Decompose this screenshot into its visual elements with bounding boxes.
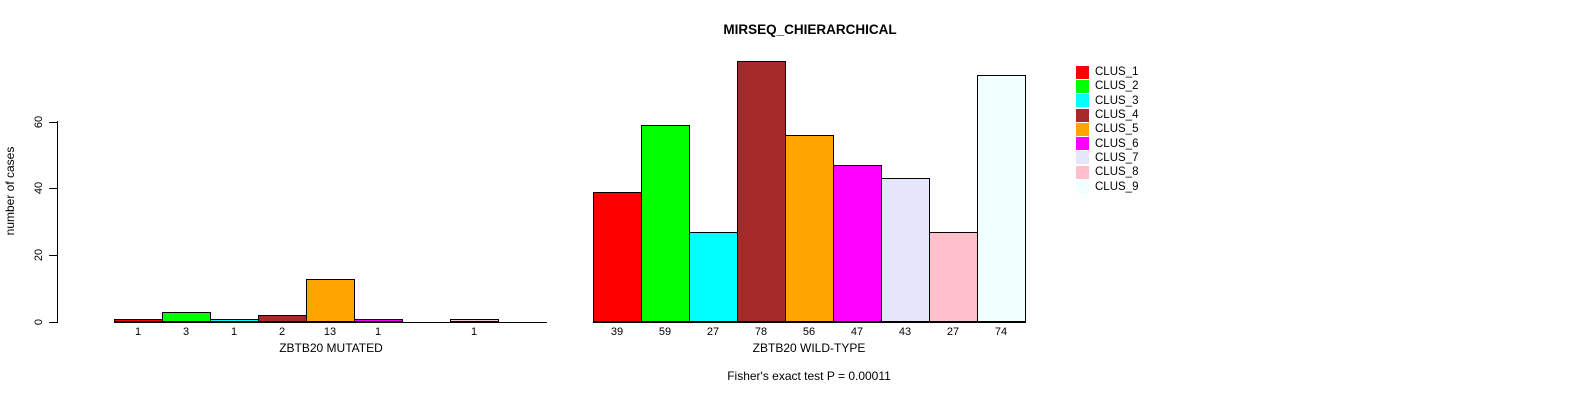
bar-value-label: 47 [850, 326, 864, 338]
legend-item: CLUS_3 [1076, 94, 1138, 108]
legend-label: CLUS_2 [1095, 80, 1139, 93]
x-axis-label-wildtype: ZBTB20 WILD-TYPE [752, 341, 866, 355]
legend-label: CLUS_8 [1095, 166, 1139, 179]
legend-label: CLUS_5 [1095, 123, 1139, 136]
legend-label: CLUS_4 [1095, 109, 1139, 122]
y-tick-mark [49, 188, 57, 190]
legend-item: CLUS_5 [1076, 122, 1138, 136]
legend-label: CLUS_1 [1095, 66, 1139, 79]
bar-clus_6 [833, 165, 882, 322]
bar-value-label: 2 [278, 326, 286, 338]
legend-swatch-clus_5 [1076, 122, 1089, 136]
legend-swatch-clus_4 [1076, 108, 1089, 122]
legend-swatch-clus_1 [1076, 65, 1089, 79]
bar-clus_9 [977, 75, 1026, 322]
legend-label: CLUS_9 [1095, 180, 1139, 193]
y-tick-label: 0 [33, 318, 45, 326]
legend-item: CLUS_9 [1076, 179, 1139, 194]
bar-value-label: 1 [470, 326, 478, 338]
y-tick-mark [49, 121, 57, 123]
x-axis-label-mutated: ZBTB20 MUTATED [279, 341, 383, 355]
legend-swatch-clus_6 [1076, 137, 1089, 151]
y-axis-line [57, 121, 58, 323]
bar-clus_4 [737, 61, 786, 322]
bar-clus_3 [689, 232, 738, 322]
bar-value-label: 56 [802, 326, 816, 338]
legend-swatch-clus_9 [1076, 180, 1089, 194]
legend-swatch-clus_3 [1076, 94, 1089, 108]
chart-title: MIRSEQ_CHIERARCHICAL [723, 22, 897, 37]
y-tick-label: 20 [33, 249, 45, 262]
y-axis-label: number of cases [3, 146, 17, 236]
legend-item: CLUS_1 [1076, 65, 1138, 79]
legend: CLUS_1 CLUS_2 CLUS_3 CLUS_4 CLUS_5 CLUS_6 CLUS… [1076, 65, 1138, 194]
y-tick-label: 60 [33, 115, 45, 128]
bar-value-label: 13 [323, 326, 337, 338]
bar-clus_8 [450, 319, 499, 322]
bar-value-label: 3 [182, 326, 190, 338]
legend-swatch-clus_7 [1076, 151, 1089, 165]
bar-clus_1 [593, 192, 642, 322]
legend-label: CLUS_7 [1095, 151, 1139, 164]
bar-value-label: 1 [374, 326, 382, 338]
bar-clus_1 [114, 319, 163, 322]
bar-clus_5 [306, 279, 355, 322]
bar-clus_5 [785, 135, 834, 322]
legend-item: CLUS_8 [1076, 165, 1138, 179]
x-axis-baseline [114, 322, 547, 323]
y-tick-label: 40 [33, 182, 45, 195]
bar-value-label: 59 [658, 326, 672, 338]
bar-clus_2 [641, 125, 690, 322]
bar-value-label: 74 [994, 326, 1008, 338]
bar-value-label: 1 [134, 326, 142, 338]
bar-value-label: 43 [898, 326, 912, 338]
bar-value-label: 1 [230, 326, 238, 338]
legend-label: CLUS_6 [1095, 137, 1139, 150]
x-axis-baseline [593, 322, 1026, 323]
bar-value-label: 27 [706, 326, 720, 338]
bar-value-label: 39 [610, 326, 624, 338]
legend-swatch-clus_2 [1076, 79, 1089, 93]
y-tick-mark [49, 322, 57, 323]
bar-clus_4 [258, 315, 307, 322]
bar-value-label: 78 [754, 326, 768, 338]
bar-value-label: 27 [946, 326, 960, 338]
legend-label: CLUS_3 [1095, 94, 1139, 107]
legend-item: CLUS_6 [1076, 136, 1139, 151]
bar-clus_8 [929, 232, 978, 322]
bar-clus_2 [162, 312, 211, 322]
legend-item: CLUS_7 [1076, 151, 1138, 165]
legend-item: CLUS_4 [1076, 108, 1138, 122]
legend-item: CLUS_2 [1076, 79, 1138, 93]
bar-clus_3 [210, 319, 259, 322]
fisher-test-note: Fisher's exact test P = 0.00011 [727, 369, 891, 383]
legend-swatch-clus_8 [1076, 165, 1089, 179]
y-tick-mark [49, 255, 57, 257]
bar-clus_6 [354, 319, 403, 322]
bar-clus_7 [881, 178, 930, 322]
